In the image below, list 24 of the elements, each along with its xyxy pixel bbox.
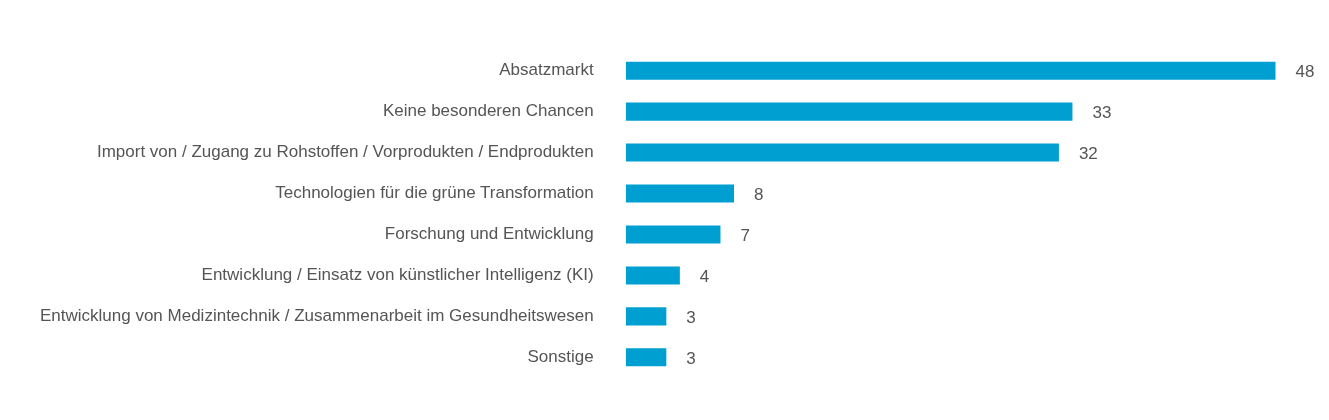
data-label: 3 bbox=[686, 349, 696, 369]
data-label: 32 bbox=[1078, 144, 1098, 164]
y-tick-label: Forschung und Entwicklung bbox=[384, 224, 594, 244]
bar bbox=[625, 61, 1276, 80]
bar bbox=[625, 184, 735, 203]
data-label: 7 bbox=[740, 226, 750, 246]
bar bbox=[625, 266, 680, 285]
data-label: 48 bbox=[1295, 62, 1315, 82]
y-tick-label: Keine besonderen Chancen bbox=[382, 101, 594, 121]
bar bbox=[625, 307, 667, 326]
y-tick-label: Import von / Zugang zu Rohstoffen / Vorprodukten / Endprodukten bbox=[96, 142, 594, 162]
data-label: 33 bbox=[1092, 103, 1112, 123]
y-tick-label: Sonstige bbox=[527, 347, 594, 367]
bar bbox=[625, 225, 721, 244]
data-label: 3 bbox=[686, 308, 696, 328]
data-label: 8 bbox=[754, 185, 764, 205]
y-tick-label: Entwicklung von Medizintechnik / Zusammenarbeit im Gesundheitswesen bbox=[39, 306, 594, 326]
y-tick-label: Entwicklung / Einsatz von künstlicher Intelligenz (KI) bbox=[201, 265, 594, 285]
bar bbox=[625, 143, 1059, 162]
y-tick-label: Technologien für die grüne Transformation bbox=[275, 183, 594, 203]
bar bbox=[625, 348, 667, 367]
bar bbox=[625, 102, 1073, 121]
y-tick-label: Absatzmarkt bbox=[499, 60, 594, 80]
data-label: 4 bbox=[699, 267, 710, 287]
